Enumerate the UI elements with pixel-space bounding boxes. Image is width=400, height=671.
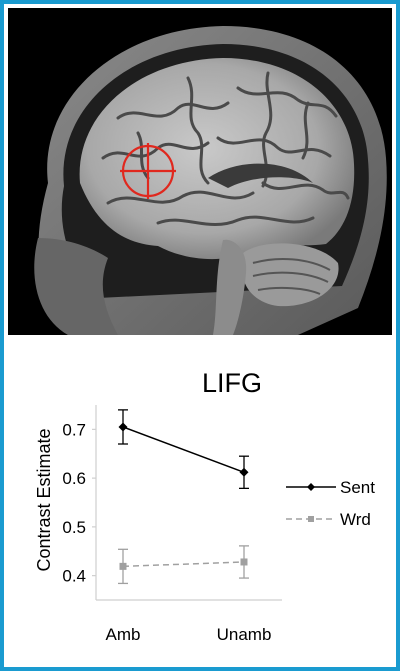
series-layer xyxy=(118,409,249,585)
series-line-sent xyxy=(122,426,245,473)
data-point-sent xyxy=(118,422,128,432)
chart-title: LIFG xyxy=(202,368,262,398)
legend: Sent Wrd xyxy=(286,478,375,529)
sulci-pattern xyxy=(101,71,350,226)
y-tick-label: 0.4 xyxy=(62,567,86,586)
cerebellum xyxy=(241,243,339,307)
corpus-callosum xyxy=(208,163,313,188)
y-tick-label: 0.5 xyxy=(62,518,86,537)
x-tick-label-unamb: Unamb xyxy=(217,625,272,644)
face-tissue xyxy=(34,238,118,335)
cerebrum xyxy=(79,58,355,260)
mri-brain-sagittal-svg xyxy=(8,8,392,335)
legend-label-sent: Sent xyxy=(340,478,375,497)
mri-image xyxy=(8,8,392,335)
brainstem xyxy=(213,239,247,335)
red-crosshair-circle xyxy=(120,143,176,199)
series-sent xyxy=(118,409,249,490)
legend-marker-sent xyxy=(307,483,315,491)
legend-marker-wrd xyxy=(308,516,314,522)
x-tick-label-amb: Amb xyxy=(106,625,141,644)
y-tick-label: 0.6 xyxy=(62,469,86,488)
data-point-sent xyxy=(239,467,249,477)
y-tick-label: 0.7 xyxy=(62,420,86,439)
series-wrd xyxy=(118,545,249,585)
series-line-wrd xyxy=(122,561,245,568)
data-point-wrd xyxy=(119,562,127,570)
y-axis-label: Contrast Estimate xyxy=(34,428,54,571)
line-chart: LIFG Contrast Estimate 0.40.50.60.7 Amb … xyxy=(34,368,375,644)
legend-label-wrd: Wrd xyxy=(340,510,371,529)
data-point-wrd xyxy=(240,558,248,566)
cerebellum-folia xyxy=(252,257,331,295)
y-ticks: 0.4 0.5 0.6 0.7 xyxy=(62,420,96,586)
